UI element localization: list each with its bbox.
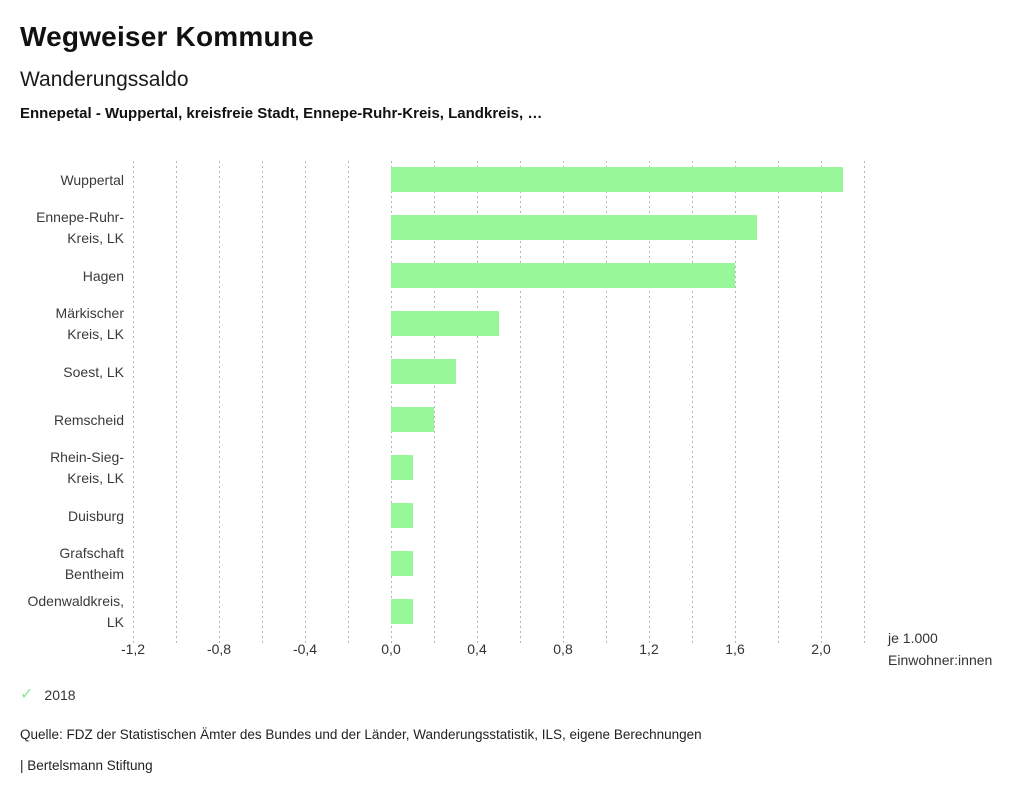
chart-row-hagen: Hagen [0, 252, 1024, 300]
gridline [477, 161, 478, 644]
x-tick-label-1,6: 1,6 [725, 641, 745, 657]
gridline [692, 161, 693, 644]
chart-row-soest-lk: Soest, LK [0, 348, 1024, 396]
category-label-line: Grafschaft [59, 545, 124, 561]
gridline [348, 161, 349, 644]
chart-row-ennepe-ruhr-kreis-lk: Ennepe-Ruhr- Kreis, LK [0, 204, 1024, 252]
gridline [778, 161, 779, 644]
category-label-line: Remscheid [53, 411, 124, 428]
gridline [391, 161, 392, 644]
chart-row-rhein-sieg-kreis-lk: Rhein-Sieg- Kreis, LK [0, 444, 1024, 492]
category-label-hagen: Hagen [0, 252, 124, 300]
bar-grafschaft-bentheim[interactable] [391, 551, 413, 576]
category-label-line: Rhein-Sieg- [50, 449, 124, 465]
category-label-soest-lk: Soest, LK [0, 348, 124, 396]
legend-year-label: 2018 [44, 687, 76, 703]
category-label-line: Kreis, LK [67, 326, 124, 342]
bar-wuppertal[interactable] [391, 167, 843, 192]
gridline [821, 161, 822, 644]
bar-duisburg[interactable] [391, 503, 413, 528]
axis-unit-label: je 1.000 Einwohner:innen [888, 628, 992, 671]
gridline [735, 161, 736, 644]
bar-ennepe-ruhr-kreis-lk[interactable] [391, 215, 757, 240]
chart-title: Wanderungssaldo [20, 68, 189, 91]
gridline [176, 161, 177, 644]
x-tick-label-0,4: 0,4 [467, 641, 487, 657]
legend-item-2018[interactable]: ✓ 2018 [20, 686, 76, 704]
gridline [305, 161, 306, 644]
category-label-line: Hagen [82, 267, 124, 284]
page-title: Wegweiser Kommune [20, 21, 314, 52]
category-label-m-rkischer-kreis-lk: Märkischer Kreis, LK [0, 300, 124, 348]
category-label-wuppertal: Wuppertal [0, 156, 124, 204]
gridline [133, 161, 134, 644]
category-label-line: Märkischer [55, 305, 124, 321]
gridline [219, 161, 220, 644]
bar-hagen[interactable] [391, 263, 735, 288]
branding-text: | Bertelsmann Stiftung [20, 758, 153, 773]
chart-row-wuppertal: Wuppertal [0, 156, 1024, 204]
category-label-ennepe-ruhr-kreis-lk: Ennepe-Ruhr- Kreis, LK [0, 204, 124, 252]
x-tick-label-0,8: 0,8 [553, 641, 573, 657]
category-label-line: Kreis, LK [67, 230, 124, 246]
bar-soest-lk[interactable] [391, 359, 456, 384]
category-label-odenwaldkreis-lk: Odenwaldkreis, LK [0, 588, 125, 636]
gridline [649, 161, 650, 644]
bar-m-rkischer-kreis-lk[interactable] [391, 311, 499, 336]
x-tick-label--1,2: -1,2 [120, 641, 146, 657]
category-label-duisburg: Duisburg [0, 492, 124, 540]
category-label-grafschaft-bentheim: Grafschaft Bentheim [0, 540, 124, 588]
category-label-line: Duisburg [67, 507, 124, 524]
x-tick-label-2,0: 2,0 [811, 641, 831, 657]
gridline [520, 161, 521, 644]
chart-row-grafschaft-bentheim: Grafschaft Bentheim [0, 540, 1024, 588]
chart-row-remscheid: Remscheid [0, 396, 1024, 444]
category-label-line: Bentheim [64, 566, 124, 582]
source-text: Quelle: FDZ der Statistischen Ämter des … [20, 727, 702, 742]
check-icon: ✓ [20, 686, 34, 703]
axis-unit-line-2: Einwohner:innen [888, 651, 993, 668]
gridline [563, 161, 564, 644]
category-label-line: Soest, LK [63, 363, 124, 380]
category-label-line: Odenwaldkreis, [27, 593, 125, 609]
category-label-line: Ennepe-Ruhr- [36, 209, 124, 225]
axis-unit-line-1: je 1.000 [888, 630, 938, 646]
x-tick-label-1,2: 1,2 [639, 641, 659, 657]
category-label-rhein-sieg-kreis-lk: Rhein-Sieg- Kreis, LK [0, 444, 124, 492]
category-label-line: LK [106, 614, 124, 630]
gridline [606, 161, 607, 644]
x-tick-label-0,0: 0,0 [381, 641, 401, 657]
category-label-remscheid: Remscheid [0, 396, 124, 444]
chart-selection-subtitle: Ennepetal - Wuppertal, kreisfreie Stadt,… [20, 105, 543, 122]
bar-remscheid[interactable] [391, 407, 434, 432]
category-label-line: Kreis, LK [67, 470, 124, 486]
bar-chart: je 1.000 Einwohner:innen Wuppertal Ennepe… [0, 156, 1024, 676]
chart-row-duisburg: Duisburg [0, 492, 1024, 540]
bar-rhein-sieg-kreis-lk[interactable] [391, 455, 413, 480]
gridline [864, 161, 865, 644]
bar-odenwaldkreis-lk[interactable] [391, 599, 413, 624]
chart-row-m-rkischer-kreis-lk: Märkischer Kreis, LK [0, 300, 1024, 348]
category-label-line: Wuppertal [60, 171, 124, 188]
x-tick-label--0,4: -0,4 [292, 641, 318, 657]
gridline [434, 161, 435, 644]
x-tick-label--0,8: -0,8 [206, 641, 232, 657]
gridline [262, 161, 263, 644]
chart-row-odenwaldkreis-lk: Odenwaldkreis, LK [0, 588, 1024, 636]
